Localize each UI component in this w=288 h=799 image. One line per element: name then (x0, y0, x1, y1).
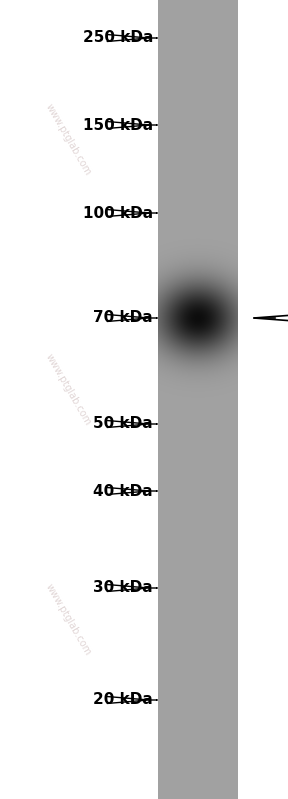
Bar (158, 389, 238, 400)
Bar (158, 200, 238, 209)
Bar (158, 280, 238, 289)
Bar (158, 320, 238, 329)
Bar (158, 360, 238, 369)
Bar (158, 109, 238, 120)
Text: 100 kDa: 100 kDa (83, 205, 153, 221)
Text: 40 kDa: 40 kDa (93, 483, 153, 499)
Bar (158, 599, 238, 609)
Text: 50 kDa: 50 kDa (93, 416, 153, 431)
Bar (158, 619, 238, 630)
Bar (158, 659, 238, 670)
Text: 70 kDa: 70 kDa (93, 311, 153, 325)
Bar (158, 129, 238, 140)
Bar (158, 609, 238, 619)
Bar (158, 300, 238, 309)
Bar (158, 0, 238, 799)
Bar (158, 369, 238, 380)
Bar (158, 449, 238, 459)
Bar (158, 140, 238, 150)
Bar (158, 789, 238, 799)
Bar (158, 190, 238, 200)
Bar (158, 559, 238, 569)
Bar (158, 569, 238, 579)
Bar (158, 710, 238, 719)
Bar (158, 70, 238, 80)
Text: www.ptglab.com: www.ptglab.com (43, 102, 93, 177)
Bar (158, 100, 238, 109)
Bar (158, 240, 238, 249)
Bar (158, 249, 238, 260)
Bar (158, 479, 238, 489)
Bar (158, 590, 238, 599)
Bar (158, 400, 238, 409)
Bar (158, 150, 238, 160)
Text: 20 kDa: 20 kDa (93, 693, 153, 707)
Bar (158, 180, 238, 189)
Bar (158, 470, 238, 479)
Bar (158, 519, 238, 529)
Bar (158, 510, 238, 519)
Bar (158, 209, 238, 220)
Bar (158, 689, 238, 699)
Bar (158, 20, 238, 30)
Bar (158, 409, 238, 419)
Bar (158, 759, 238, 769)
Bar (158, 749, 238, 759)
Bar (158, 679, 238, 689)
Bar (158, 329, 238, 340)
Bar (158, 699, 238, 710)
Bar (158, 160, 238, 169)
Bar (158, 729, 238, 739)
Bar (158, 50, 238, 60)
Bar (158, 539, 238, 550)
Text: www.ptglab.com: www.ptglab.com (43, 582, 93, 658)
Bar (158, 230, 238, 240)
Bar (158, 550, 238, 559)
Bar (158, 260, 238, 269)
Bar (158, 769, 238, 779)
Bar (158, 739, 238, 749)
Bar (158, 289, 238, 300)
Bar (158, 630, 238, 639)
Bar (158, 270, 238, 280)
Bar (158, 30, 238, 40)
Bar (158, 170, 238, 180)
Bar (158, 779, 238, 789)
Bar (158, 340, 238, 350)
Bar (158, 459, 238, 470)
Bar (158, 60, 238, 70)
Bar (158, 439, 238, 449)
Bar (158, 529, 238, 539)
Bar (158, 579, 238, 590)
Bar (158, 90, 238, 100)
Bar (158, 639, 238, 649)
Bar (158, 0, 238, 10)
Bar (158, 10, 238, 20)
Bar (158, 350, 238, 360)
Bar (158, 419, 238, 430)
Text: 250 kDa: 250 kDa (83, 30, 153, 46)
Bar (158, 649, 238, 659)
Bar (158, 489, 238, 499)
Text: www.ptglab.com: www.ptglab.com (43, 352, 93, 427)
Text: 30 kDa: 30 kDa (93, 581, 153, 595)
Bar (158, 80, 238, 89)
Text: 150 kDa: 150 kDa (83, 117, 153, 133)
Bar (158, 220, 238, 230)
Bar (158, 430, 238, 439)
Bar (158, 309, 238, 320)
Bar (158, 499, 238, 510)
Bar (158, 380, 238, 389)
Bar (158, 120, 238, 130)
Bar (158, 719, 238, 729)
Bar (158, 670, 238, 679)
Bar (158, 40, 238, 50)
